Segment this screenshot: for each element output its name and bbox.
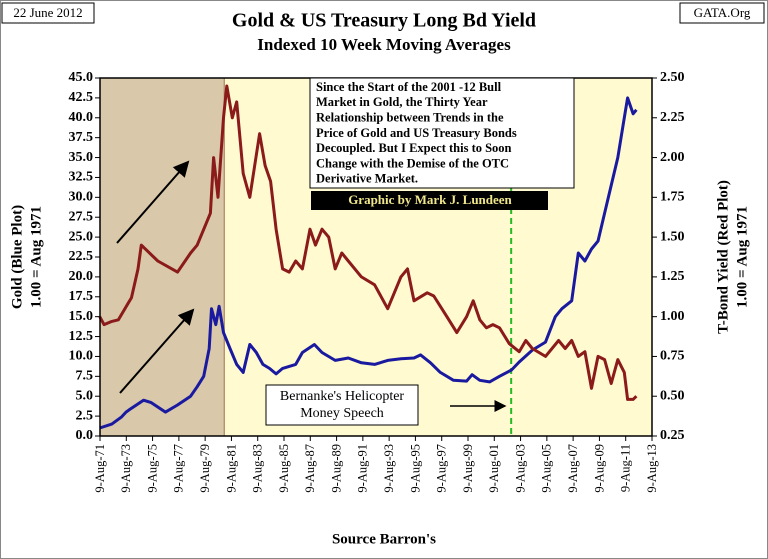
x-tick-label: 9-Aug-13 xyxy=(645,444,659,493)
x-tick-label: 9-Aug-83 xyxy=(251,444,265,493)
x-tick-label: 9-Aug-77 xyxy=(172,444,186,493)
x-tick-label: 9-Aug-71 xyxy=(93,444,107,493)
y-tick-label: 17.5 xyxy=(69,289,94,304)
y2-axis-subtitle: 1.00 = Aug 1971 xyxy=(734,206,750,308)
annotation-line: Derivative Market. xyxy=(316,172,418,186)
y-tick-label: 27.5 xyxy=(69,209,94,224)
x-tick-label: 9-Aug-09 xyxy=(592,444,606,493)
y2-tick-label: 1.75 xyxy=(660,190,685,205)
annotation-line: Market in Gold, the Thirty Year xyxy=(316,95,488,109)
date-stamp: 22 June 2012 xyxy=(13,5,82,20)
x-tick-label: 9-Aug-97 xyxy=(435,444,449,493)
y2-axis-title: T-Bond Yield (Red Plot) xyxy=(715,180,731,334)
x-tick-label: 9-Aug-03 xyxy=(513,444,527,493)
y-tick-label: 45.0 xyxy=(69,70,94,85)
annotation-line: Change with the Demise of the OTC xyxy=(316,156,509,170)
x-tick-label: 9-Aug-87 xyxy=(303,444,317,493)
x-tick-label: 9-Aug-95 xyxy=(408,444,422,493)
callout-line: Bernanke's Helicopter xyxy=(280,389,405,404)
x-tick-label: 9-Aug-01 xyxy=(487,444,501,493)
overlay: Graphic by Mark J. Lundeen Since the Sta… xyxy=(116,77,575,426)
x-tick-label: 9-Aug-93 xyxy=(382,444,396,493)
callout-line: Money Speech xyxy=(300,406,384,421)
x-tick-label: 9-Aug-81 xyxy=(224,444,238,493)
y-tick-label: 30.0 xyxy=(69,190,94,205)
x-tick-label: 9-Aug-91 xyxy=(356,444,370,493)
y-tick-label: 0.0 xyxy=(76,428,94,443)
annotation-box xyxy=(309,77,575,189)
y-tick-label: 20.0 xyxy=(69,269,94,284)
y-tick-label: 32.5 xyxy=(69,170,94,185)
y-axis-subtitle: 1.00 = Aug 1971 xyxy=(28,206,44,308)
x-tick-label: 9-Aug-07 xyxy=(566,444,580,493)
source-note: Source Barron's xyxy=(332,531,436,547)
y2-tick-label: 2.00 xyxy=(660,150,685,165)
arrow xyxy=(116,160,190,244)
credit-box xyxy=(311,191,548,210)
y-tick-label: 2.5 xyxy=(76,408,94,423)
x-tick-label: 9-Aug-85 xyxy=(277,444,291,493)
y2-tick-label: 1.50 xyxy=(660,229,685,244)
source-box xyxy=(679,2,765,24)
y-tick-label: 12.5 xyxy=(69,329,94,344)
series-line xyxy=(99,96,638,430)
x-tick-label: 9-Aug-73 xyxy=(119,444,133,493)
y-tick-label: 7.5 xyxy=(76,369,94,384)
x-tick-label: 9-Aug-11 xyxy=(619,444,633,492)
y-tick-label: 22.5 xyxy=(69,249,94,264)
y2-tick-label: 2.50 xyxy=(660,70,685,85)
x-tick-label: 9-Aug-75 xyxy=(145,444,159,493)
callout-box xyxy=(265,384,419,426)
y2-tick-label: 0.50 xyxy=(660,388,685,403)
y2-tick-label: 1.25 xyxy=(660,269,685,284)
y2-tick-label: 0.75 xyxy=(660,349,685,364)
x-tick-label: 9-Aug-05 xyxy=(540,444,554,493)
date-box xyxy=(1,2,95,24)
x-tick-label: 9-Aug-79 xyxy=(198,444,212,493)
x-tick-label: 9-Aug-99 xyxy=(461,444,475,493)
y-tick-label: 5.0 xyxy=(76,388,94,403)
shaded-period xyxy=(99,77,225,437)
y-tick-label: 40.0 xyxy=(69,110,94,125)
y2-tick-label: 1.00 xyxy=(660,309,685,324)
arrow xyxy=(119,308,195,394)
x-tick-label: 9-Aug-89 xyxy=(329,444,343,493)
chart-title: Gold & US Treasury Long Bd Yield xyxy=(232,10,536,32)
y2-tick-label: 0.25 xyxy=(660,428,685,443)
annotation-line: Relationship between Trends in the xyxy=(316,110,504,124)
y-tick-label: 42.5 xyxy=(69,90,94,105)
site-name: GATA.Org xyxy=(694,5,751,20)
y-tick-label: 25.0 xyxy=(69,229,94,244)
annotation-line: Since the Start of the 2001 -12 Bull xyxy=(316,80,502,94)
chart-subtitle: Indexed 10 Week Moving Averages xyxy=(257,35,511,54)
y-tick-label: 10.0 xyxy=(69,349,94,364)
credit: Graphic by Mark J. Lundeen xyxy=(348,192,512,207)
y2-tick-label: 2.25 xyxy=(660,110,685,125)
annotation-line: Price of Gold and US Treasury Bonds xyxy=(316,126,517,140)
y-tick-label: 35.0 xyxy=(69,150,94,165)
y-axis-title: Gold (Blue Plot) xyxy=(9,205,25,309)
y-tick-label: 37.5 xyxy=(69,130,94,145)
annotation-line: Decoupled. But I Expect this to Soon xyxy=(316,141,512,155)
y-tick-label: 15.0 xyxy=(69,309,94,324)
series-line xyxy=(98,84,638,401)
